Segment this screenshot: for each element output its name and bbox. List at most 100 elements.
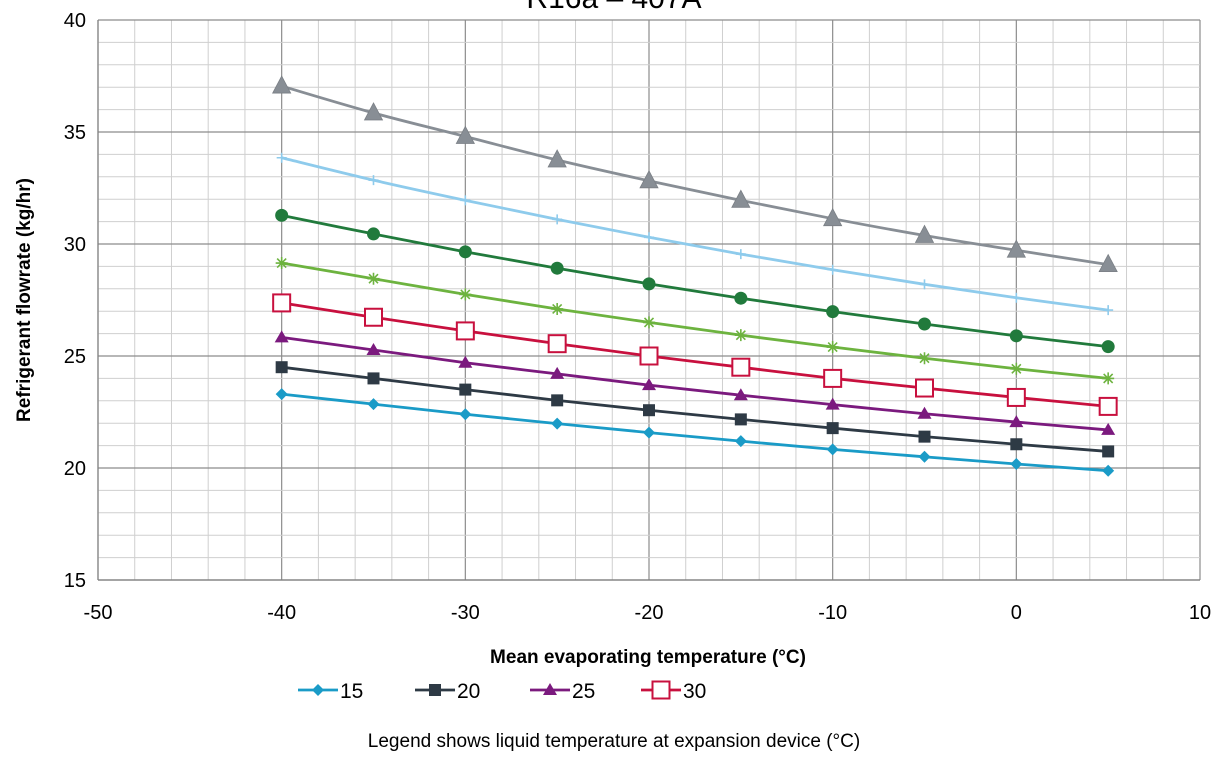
data-point [643, 404, 655, 417]
data-point [733, 388, 748, 401]
legend-label: 25 [572, 680, 595, 703]
data-point [274, 330, 289, 343]
legend-item: 25 [530, 680, 595, 703]
x-tick-label: -50 [84, 602, 113, 624]
data-point [367, 372, 380, 385]
data-point [272, 293, 292, 313]
data-point [643, 316, 655, 329]
data-point [547, 149, 567, 168]
data-point [642, 378, 656, 391]
data-point [1101, 422, 1116, 435]
data-point [918, 430, 931, 443]
legend-swatch-marker [651, 680, 671, 700]
data-point [459, 288, 472, 301]
data-point [823, 368, 843, 388]
data-point [823, 207, 843, 227]
legend-label: 30 [683, 680, 706, 703]
data-point [552, 214, 563, 225]
y-tick-label: 25 [64, 346, 86, 368]
axes [97, 20, 1200, 581]
data-point [735, 249, 746, 260]
data-point [275, 257, 288, 270]
data-point [1101, 340, 1115, 354]
data-point [917, 406, 932, 419]
series-line [281, 336, 1109, 432]
data-point [1009, 415, 1024, 428]
legend-item: 30 [641, 680, 706, 703]
data-point [459, 408, 472, 421]
data-point [827, 264, 838, 275]
data-point [551, 394, 564, 407]
x-tick-label: 0 [1011, 602, 1022, 624]
data-point [914, 224, 935, 243]
y-tick-label: 20 [64, 458, 86, 480]
data-point [1010, 438, 1023, 451]
data-point [550, 261, 564, 275]
legend-swatch-marker [429, 684, 441, 696]
series-line [281, 213, 1109, 348]
legend-label: 20 [457, 680, 480, 703]
data-point [639, 169, 659, 189]
data-point [1010, 457, 1023, 470]
data-point [366, 342, 381, 355]
y-tick-label: 35 [64, 122, 86, 144]
data-point [276, 152, 287, 163]
series-unlabeled-6 [276, 152, 1114, 316]
data-point [550, 366, 565, 379]
legend-swatch-marker [312, 684, 324, 696]
series-line [281, 365, 1109, 453]
legend-caption: Legend shows liquid temperature at expan… [368, 731, 860, 752]
x-tick-label: 10 [1189, 602, 1211, 624]
data-point [367, 272, 380, 285]
data-point [547, 334, 567, 354]
series-layer [272, 75, 1118, 477]
data-point [918, 352, 931, 365]
series-line [281, 84, 1109, 266]
legend-swatch-marker [543, 683, 557, 695]
data-point [1103, 305, 1114, 316]
data-point [272, 75, 292, 94]
series-unlabeled-4 [275, 257, 1115, 385]
data-point [367, 227, 380, 241]
data-point [1102, 445, 1115, 458]
x-axis-title: Mean evaporating temperature (°C) [490, 647, 806, 668]
data-point [275, 361, 288, 374]
y-axis-title: Refrigerant flowrate (kg/hr) [14, 178, 35, 422]
data-point [458, 355, 473, 368]
y-tick-label: 40 [64, 10, 86, 32]
series-line [281, 261, 1109, 380]
data-point [551, 302, 564, 315]
data-point [734, 329, 747, 342]
data-point [731, 357, 751, 377]
data-point [919, 279, 930, 290]
series-unlabeled-7 [272, 75, 1118, 273]
data-point [1006, 387, 1026, 407]
data-point [826, 341, 839, 354]
data-point [826, 443, 839, 456]
data-point [458, 245, 472, 259]
data-point [460, 195, 471, 206]
data-point [459, 383, 472, 396]
data-point [1011, 292, 1022, 303]
chart-title: R16a – 407A [526, 0, 701, 15]
data-point [825, 397, 840, 410]
data-point [455, 125, 475, 144]
data-point [644, 232, 654, 243]
x-tick-label: -30 [451, 602, 480, 624]
series-unlabeled-5 [275, 208, 1115, 354]
series-line [281, 156, 1109, 312]
data-point [368, 175, 379, 186]
data-point [1102, 464, 1115, 477]
data-point [1010, 362, 1023, 375]
data-point [551, 417, 564, 430]
data-point [1098, 396, 1118, 416]
y-tick-label: 15 [64, 570, 86, 592]
data-point [918, 317, 931, 331]
data-point [1098, 253, 1118, 273]
data-point [642, 277, 656, 291]
series-25 [274, 330, 1116, 435]
data-point [1009, 329, 1023, 343]
data-point [731, 189, 751, 208]
x-tick-label: -10 [818, 602, 847, 624]
